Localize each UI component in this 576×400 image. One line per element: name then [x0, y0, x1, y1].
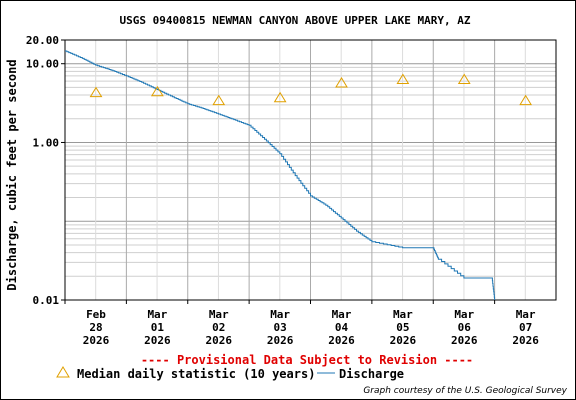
x-tick-label: 2026	[390, 334, 417, 347]
x-tick-label: Mar	[332, 308, 352, 321]
legend-median-marker	[56, 366, 70, 378]
median-marker	[457, 73, 471, 85]
legend-discharge-label: Discharge	[339, 367, 404, 381]
x-tick-label: Mar	[209, 308, 229, 321]
median-marker	[335, 76, 348, 88]
x-tick-label: Mar	[516, 308, 536, 321]
x-tick-label: 2026	[206, 334, 233, 347]
x-tick-label: 03	[274, 321, 287, 334]
median-marker	[396, 73, 410, 85]
y-tick-label: 0.01	[33, 294, 60, 307]
median-marker	[212, 94, 226, 106]
grid-lines	[64, 39, 556, 301]
x-tick-label: Mar	[270, 308, 290, 321]
x-tick-label: 07	[519, 321, 532, 334]
x-axis-ticks: Feb282026Mar012026Mar022026Mar032026Mar0…	[64, 300, 539, 347]
median-marker	[150, 85, 164, 97]
x-tick-label: 05	[396, 321, 409, 334]
legend-median-label: Median daily statistic (10 years)	[77, 367, 315, 381]
x-tick-label: Mar	[393, 308, 413, 321]
median-marker	[519, 94, 533, 106]
series-layer	[65, 50, 533, 300]
chart-title: USGS 09400815 NEWMAN CANYON ABOVE UPPER …	[120, 14, 471, 27]
x-tick-label: 28	[89, 321, 102, 334]
y-axis-ticks: 20.00 10.00 1.00 0.01	[26, 34, 65, 307]
x-tick-label: 06	[458, 321, 472, 334]
y-axis-label: Discharge, cubic feet per second	[5, 59, 19, 290]
provisional-notice: ---- Provisional Data Subject to Revisio…	[141, 353, 473, 367]
legend: Median daily statistic (10 years) Discha…	[56, 366, 404, 381]
x-tick-label: 04	[335, 321, 349, 334]
y-tick-label: 10.00	[26, 58, 59, 71]
x-tick-label: 2026	[83, 334, 110, 347]
x-tick-label: Mar	[147, 308, 167, 321]
x-tick-label: 02	[212, 321, 225, 334]
x-tick-label: 01	[151, 321, 165, 334]
x-tick-label: Mar	[454, 308, 474, 321]
x-tick-label: Feb	[86, 308, 106, 321]
x-tick-label: 2026	[144, 334, 171, 347]
y-tick-label: 1.00	[33, 136, 60, 149]
x-tick-label: 2026	[328, 334, 355, 347]
x-tick-label: 2026	[451, 334, 478, 347]
discharge-line	[65, 50, 496, 300]
x-tick-label: 2026	[267, 334, 294, 347]
x-tick-label: 2026	[512, 334, 539, 347]
credit-text: Graph courtesy of the U.S. Geological Su…	[363, 386, 567, 396]
y-tick-label: 20.00	[26, 34, 59, 47]
median-marker	[89, 86, 103, 98]
median-marker	[273, 91, 287, 103]
